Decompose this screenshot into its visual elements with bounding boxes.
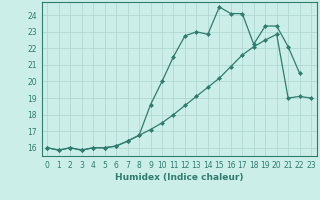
X-axis label: Humidex (Indice chaleur): Humidex (Indice chaleur) xyxy=(115,173,244,182)
